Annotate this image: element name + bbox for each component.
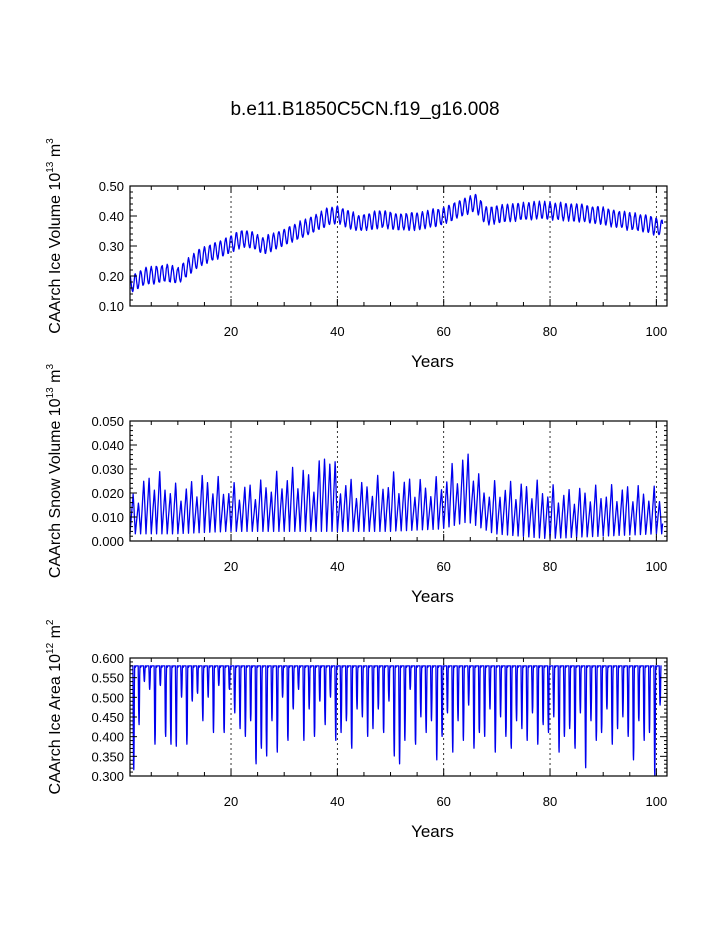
- y-tick-label-4: 0.50: [99, 179, 124, 194]
- ice-area-series-line: [129, 665, 662, 777]
- x-tick-label-40: 40: [330, 559, 344, 574]
- x-tick-label-60: 60: [436, 324, 450, 339]
- y-axis-label-exponent: 13: [45, 387, 56, 399]
- y-axis-label-main: CAArch Ice Volume 10: [47, 173, 64, 334]
- y-tick-label-0: 0.000: [91, 534, 124, 549]
- y-tick-label-5: 0.050: [91, 414, 124, 429]
- x-tick-label-20: 20: [224, 794, 238, 809]
- y-axis-label-unit: m: [47, 625, 64, 643]
- y-axis-label-exponent: 13: [45, 161, 56, 173]
- y-tick-label-2: 0.400: [91, 730, 124, 745]
- x-tick-label-20: 20: [224, 324, 238, 339]
- y-tick-label-6: 0.600: [91, 651, 124, 666]
- y-tick-label-1: 0.010: [91, 510, 124, 525]
- x-axis-label: Years: [411, 352, 454, 371]
- panel-snow-volume: 20 40 60 80 100 0.000 0.010 0.020 0.030 0.040 0.05…: [45, 364, 668, 606]
- y-axis-label-unit-exponent: 3: [45, 364, 56, 370]
- y-axis-label-unit: m: [47, 144, 64, 162]
- y-axis-label: CAArch Ice Volume 1013 m3: [45, 138, 64, 334]
- y-tick-label-3: 0.030: [91, 462, 124, 477]
- y-tick-label-1: 0.350: [91, 749, 124, 764]
- x-tick-label-100: 100: [646, 794, 668, 809]
- x-tick-label-20: 20: [224, 559, 238, 574]
- y-axis-label-unit: m: [47, 370, 64, 388]
- x-tick-label-100: 100: [646, 559, 668, 574]
- x-tick-label-40: 40: [330, 794, 344, 809]
- y-axis-label-main: CAArch Ice Area 10: [47, 654, 64, 795]
- y-tick-label-0: 0.300: [91, 769, 124, 784]
- x-tick-label-60: 60: [436, 794, 450, 809]
- y-axis-label-unit-exponent: 2: [45, 619, 56, 625]
- y-tick-label-2: 0.30: [99, 239, 124, 254]
- y-axis-label: CAArch Ice Area 1012 m2: [45, 619, 64, 794]
- ice-volume-series-line: [129, 193, 664, 293]
- x-tick-label-100: 100: [646, 324, 668, 339]
- x-axis-label: Years: [411, 587, 454, 606]
- y-tick-label-0: 0.10: [99, 299, 124, 314]
- y-tick-label-4: 0.040: [91, 438, 124, 453]
- y-tick-label-5: 0.550: [91, 671, 124, 686]
- y-axis-label: CAArch Snow Volume 1013 m3: [45, 364, 64, 579]
- x-tick-label-40: 40: [330, 324, 344, 339]
- y-tick-label-3: 0.450: [91, 710, 124, 725]
- plot-frame: [129, 420, 668, 542]
- x-tick-label-80: 80: [543, 324, 557, 339]
- y-tick-label-4: 0.500: [91, 690, 124, 705]
- x-axis-label: Years: [411, 822, 454, 841]
- panel-ice-volume: 20 40 60 80 100 0.10 0.20 0.30 0.40 0.50 Years CAAr…: [45, 138, 668, 371]
- panel-ice-area: 20 40 60 80 100 0.300 0.350 0.400 0.450 0.500 0.55…: [45, 619, 668, 841]
- y-tick-label-2: 0.020: [91, 486, 124, 501]
- snow-volume-series-line: [129, 453, 664, 540]
- y-axis-label-unit-exponent: 3: [45, 138, 56, 144]
- y-tick-label-3: 0.40: [99, 209, 124, 224]
- y-axis-label-main: CAArch Snow Volume 10: [47, 398, 64, 578]
- x-tick-label-80: 80: [543, 559, 557, 574]
- x-tick-label-80: 80: [543, 794, 557, 809]
- y-tick-label-1: 0.20: [99, 269, 124, 284]
- y-axis-label-exponent: 12: [45, 642, 56, 654]
- figure-title: b.e11.B1850C5CN.f19_g16.008: [230, 99, 499, 120]
- x-tick-label-60: 60: [436, 559, 450, 574]
